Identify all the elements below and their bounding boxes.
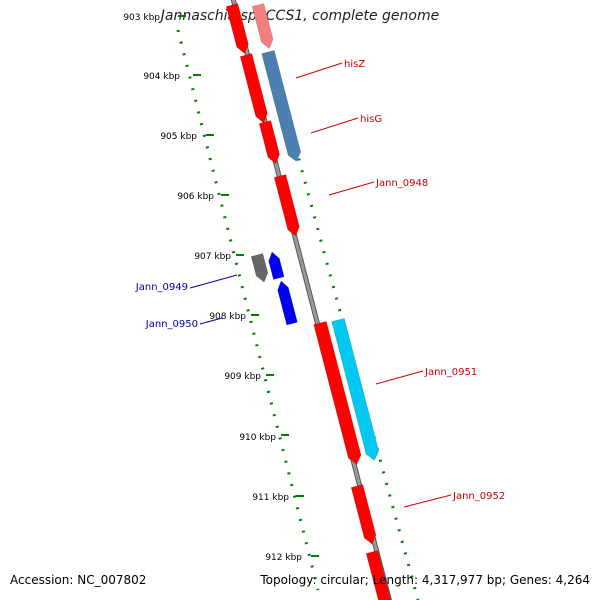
- genome-summary: Topology: circular; Length: 4,317,977 bp…: [260, 573, 590, 587]
- scale-label: 903 kbp: [123, 13, 160, 23]
- gene-label[interactable]: Jann_0951: [424, 367, 477, 378]
- gene-jann-0952[interactable]: [350, 484, 377, 545]
- scale-label: 909 kbp: [224, 372, 261, 382]
- gene-labels: hisZ hisG Jann_0948 Jann_0949 Jann_0950 Jann_…: [135, 59, 505, 508]
- gene-label[interactable]: Jann_0950: [145, 319, 198, 330]
- scale-label: 912 kbp: [265, 553, 302, 563]
- gene-jann-0951-cyan[interactable]: [331, 317, 380, 461]
- gene-features: [225, 3, 392, 600]
- gene-leader-line: [403, 494, 452, 508]
- scale-label: 910 kbp: [239, 433, 276, 443]
- left-dotted-track: [176, 29, 320, 591]
- gene-jann-0951-red[interactable]: [313, 320, 362, 465]
- scale-label: 904 kbp: [143, 72, 180, 82]
- scale-ticks: 903 kbp 904 kbp 905 kbp 906 kbp 907 kbp 908 k…: [123, 13, 319, 563]
- gene-leader-line: [375, 370, 424, 385]
- gene-leader-line: [328, 181, 375, 196]
- gene-label[interactable]: Jann_0949: [135, 282, 188, 293]
- gene-leader-line: [295, 62, 343, 79]
- gene-hisG-red[interactable]: [258, 120, 281, 165]
- gene-block-pink[interactable]: [251, 3, 274, 50]
- dotted-tracks: [176, 7, 420, 600]
- gene-leader-line: [189, 274, 238, 289]
- gene-gray-block[interactable]: [250, 253, 269, 283]
- gene-block-upper[interactable]: [239, 53, 268, 124]
- gene-block-bottom[interactable]: [365, 550, 392, 600]
- gene-jann-0948[interactable]: [273, 174, 300, 237]
- gene-label[interactable]: Jann_0952: [452, 491, 505, 502]
- scale-label: 907 kbp: [194, 252, 231, 262]
- gene-label[interactable]: hisG: [360, 114, 382, 125]
- scale-label: 911 kbp: [252, 493, 289, 503]
- scale-label: 908 kbp: [209, 312, 246, 322]
- gene-block-top[interactable]: [225, 3, 249, 55]
- accession-label: Accession: NC_007802: [10, 573, 147, 587]
- gene-hisZ-hisG-block[interactable]: [261, 49, 302, 162]
- gene-label[interactable]: Jann_0948: [375, 178, 428, 189]
- gene-jann-0949[interactable]: [268, 251, 285, 281]
- scale-label: 906 kbp: [177, 192, 214, 202]
- gene-label[interactable]: hisZ: [344, 59, 365, 70]
- scale-label: 905 kbp: [160, 132, 197, 142]
- gene-leader-line: [310, 117, 359, 134]
- gene-leader-line: [199, 317, 223, 325]
- gene-jann-0950[interactable]: [277, 280, 298, 326]
